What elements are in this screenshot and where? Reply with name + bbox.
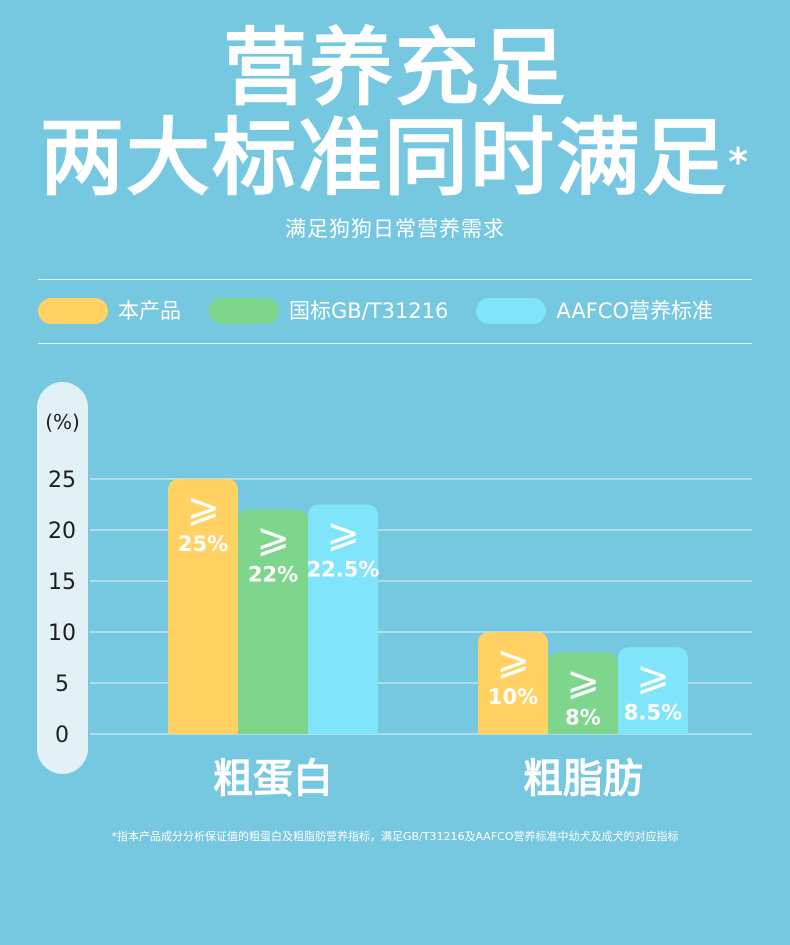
legend-label-aafco: AAFCO营养标准 <box>556 299 713 323</box>
bar-0-2 <box>308 504 378 734</box>
bar-comparator-1-0: ⩾ <box>496 638 530 684</box>
y-tick-label-0: 0 <box>55 723 69 748</box>
bar-1-2 <box>618 647 688 734</box>
bar-comparator-0-2: ⩾ <box>326 511 360 557</box>
headline-line1: 营养充足 <box>222 19 567 117</box>
headline-line2-text: 两大标准同时满足 <box>40 109 729 207</box>
bar-comparator-0-0: ⩾ <box>186 485 220 531</box>
category-label-1: 粗脂肪 <box>523 756 643 802</box>
y-tick-label-5: 5 <box>55 672 69 697</box>
legend-label-gb: 国标GB/T31216 <box>289 299 449 323</box>
bar-value-label-0-0: 25% <box>178 532 228 556</box>
bar-1-0 <box>478 632 548 734</box>
bar-comparator-0-1: ⩾ <box>256 516 290 562</box>
legend-item-aafco: AAFCO营养标准 <box>476 296 713 326</box>
y-tick-label-10: 10 <box>48 621 76 646</box>
y-axis-unit: (%) <box>45 410 80 434</box>
legend-top-rule <box>38 279 752 280</box>
legend-item-gb: 国标GB/T31216 <box>209 296 448 326</box>
legend-swatch-gb <box>209 298 279 324</box>
legend-swatch-aafco <box>476 298 547 324</box>
chart-legend: 本产品 国标GB/T31216 AAFCO营养标准 <box>38 295 713 327</box>
headline-line2: 两大标准同时满足* <box>0 110 790 206</box>
category-label-0: 粗蛋白 <box>213 756 333 802</box>
legend-item-product: 本产品 <box>38 296 181 326</box>
bar-value-label-0-1: 22% <box>248 563 298 587</box>
footnote: *指本产品成分分析保证值的粗蛋白及粗脂肪营养指标，满足GB/T31216及AAF… <box>111 830 679 843</box>
headline-subtitle: 满足狗狗日常营养需求 <box>285 217 505 241</box>
bar-value-label-0-2: 22.5% <box>307 558 380 582</box>
bar-0-1 <box>238 509 308 734</box>
legend-bottom-rule <box>38 343 752 344</box>
headline-asterisk: * <box>728 140 750 184</box>
bar-value-label-1-1: 8% <box>565 705 601 729</box>
legend-label-product: 本产品 <box>118 299 181 323</box>
y-axis-panel <box>37 382 88 774</box>
y-tick-label-15: 15 <box>48 570 76 595</box>
bar-value-label-1-2: 8.5% <box>624 700 682 724</box>
bar-comparator-1-2: ⩾ <box>636 653 670 699</box>
bar-1-1 <box>548 652 618 734</box>
bar-0-0 <box>168 479 238 734</box>
legend-swatch-product <box>38 298 108 324</box>
y-tick-label-25: 25 <box>48 468 76 493</box>
bar-comparator-1-1: ⩾ <box>566 658 600 704</box>
y-tick-label-20: 20 <box>48 519 76 544</box>
bar-value-label-1-0: 10% <box>488 685 538 709</box>
